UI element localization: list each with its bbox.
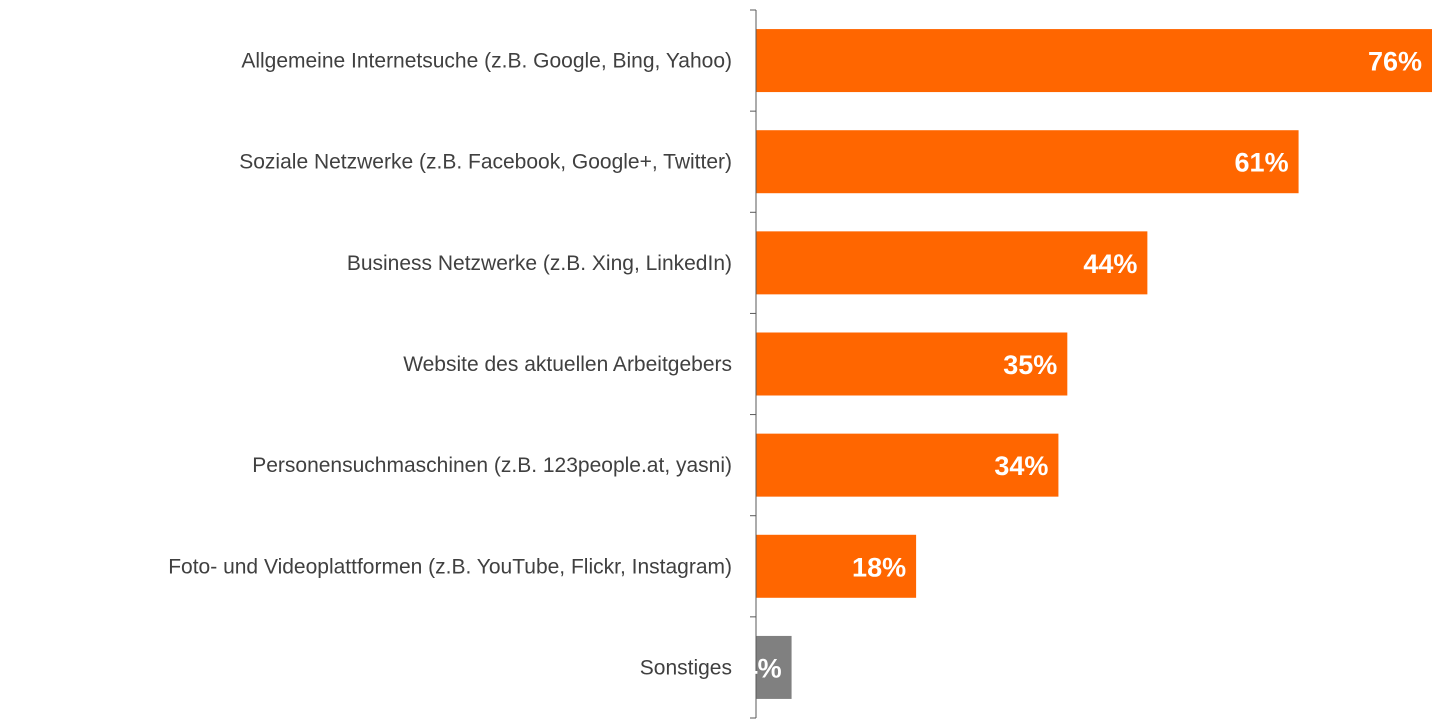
value-label: 44% <box>1083 249 1137 279</box>
bar <box>756 635 792 699</box>
value-label: 61% <box>1235 148 1289 178</box>
category-label: Personensuchmaschinen (z.B. 123people.at… <box>252 454 732 477</box>
bar <box>756 534 917 598</box>
bar <box>756 332 1068 396</box>
bars-group <box>756 29 1432 699</box>
bar <box>756 433 1059 497</box>
category-label: Sonstiges <box>640 656 732 679</box>
bar <box>756 130 1299 194</box>
category-label: Website des aktuellen Arbeitgebers <box>403 353 732 376</box>
bar <box>756 231 1148 295</box>
category-label: Soziale Netzwerke (z.B. Facebook, Google… <box>239 151 732 174</box>
value-label: 4% <box>743 653 782 683</box>
value-labels-group: 76% 61% 44% 35% 34% 18% 4% <box>743 47 1422 684</box>
value-label: 35% <box>1003 350 1057 380</box>
value-label: 18% <box>852 552 906 582</box>
value-label: 76% <box>1368 47 1422 77</box>
category-labels-group: Allgemeine Internetsuche (z.B. Google, B… <box>168 50 732 680</box>
category-axis <box>750 9 757 719</box>
category-label: Foto- und Videoplattformen (z.B. YouTube… <box>168 555 732 578</box>
value-label: 34% <box>994 451 1048 481</box>
bar <box>756 29 1432 93</box>
category-label: Business Netzwerke (z.B. Xing, LinkedIn) <box>347 252 732 275</box>
category-label: Allgemeine Internetsuche (z.B. Google, B… <box>241 50 732 73</box>
